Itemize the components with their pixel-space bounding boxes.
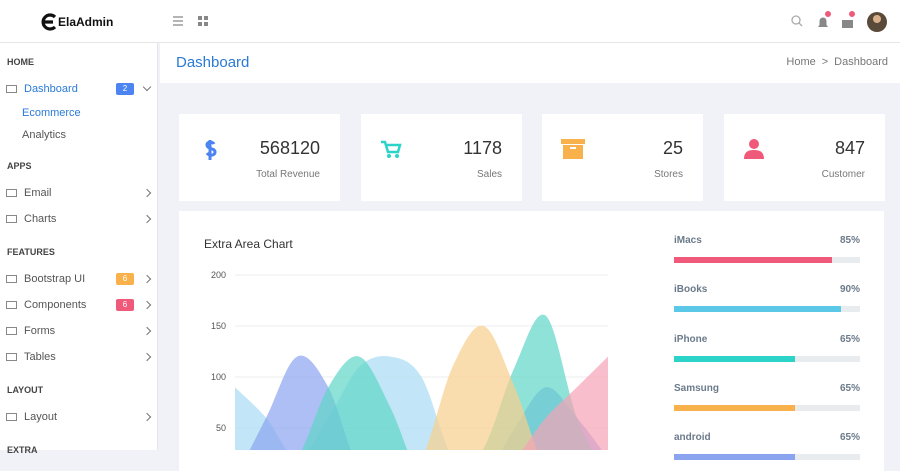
progress-name: Samsung — [674, 382, 720, 394]
progress-track — [674, 257, 860, 263]
nav-item[interactable]: Components 6 — [0, 292, 157, 318]
nav-icon — [6, 353, 17, 361]
progress-bar — [674, 454, 795, 461]
nav-label: Tables — [24, 351, 56, 363]
nav-section: APPS Email Charts — [0, 152, 157, 232]
stat-card: 847 Customer — [724, 114, 885, 201]
area-series — [425, 325, 537, 450]
top-bar: ElaAdmin — [0, 0, 900, 43]
nav-icon — [6, 215, 17, 223]
breadcrumb: Home > Dashboard — [786, 56, 888, 68]
nav-item[interactable]: Tables — [0, 344, 157, 370]
section-title: FEATURES — [7, 247, 55, 257]
chart-title: Extra Area Chart — [204, 237, 293, 251]
stat-label: Total Revenue — [256, 169, 320, 180]
toolbar-icons[interactable] — [172, 15, 216, 27]
nav-label: Charts — [24, 213, 57, 225]
nav-label: Forms — [24, 325, 56, 337]
nav-icon — [6, 301, 17, 309]
stat-value: 25 — [662, 138, 683, 158]
stat-icon — [381, 140, 402, 158]
progress-value: 85% — [839, 235, 860, 246]
badge: 2 — [116, 83, 134, 95]
progress-bar — [674, 355, 795, 362]
stat-card: 25 Stores — [542, 114, 703, 201]
area-chart: 50 100 150 200 — [211, 270, 608, 450]
nav-item[interactable]: Dashboard 2 — [0, 76, 157, 102]
stat-card: 1178 Sales — [361, 114, 522, 201]
progress-track — [674, 404, 860, 411]
header-actions[interactable] — [788, 8, 900, 36]
progress-value: 65% — [839, 382, 860, 394]
nav-label: Email — [24, 187, 52, 199]
stat-icon — [561, 139, 585, 159]
nav-icon — [6, 327, 17, 335]
section-title: HOME — [7, 57, 34, 67]
nav-label: Dashboard — [24, 83, 78, 95]
section-title: LAYOUT — [7, 385, 44, 395]
page-title: Dashboard — [176, 54, 250, 71]
nav-subitem[interactable]: Analytics — [22, 129, 67, 141]
nav-icon — [6, 275, 17, 283]
stat-value: 1178 — [463, 138, 502, 158]
progress-bar — [674, 404, 795, 411]
crumb[interactable]: Home — [786, 56, 816, 68]
nav-item[interactable]: Layout — [0, 404, 157, 430]
logo-icon — [41, 13, 57, 31]
progress-name: iMacs — [674, 235, 702, 246]
nav-subitem[interactable]: Ecommerce — [22, 107, 81, 119]
section-title: APPS — [7, 161, 32, 171]
progress-name: iPhone — [674, 333, 708, 345]
stat-label: Stores — [654, 169, 683, 180]
nav-label: Bootstrap UI — [24, 273, 86, 285]
progress-name: android — [674, 432, 711, 444]
progress-bar — [674, 257, 833, 263]
badge: 6 — [116, 299, 134, 311]
stat-card: 568120 Total Revenue — [179, 114, 340, 201]
crumb: Dashboard — [834, 56, 888, 68]
stat-label: Sales — [476, 169, 502, 180]
area-series — [522, 356, 608, 450]
y-tick-label: 200 — [211, 270, 226, 280]
areas — [235, 314, 608, 450]
stat-value: 568120 — [259, 138, 320, 158]
nav-item[interactable]: Bootstrap UI 6 — [0, 266, 157, 292]
page-header: Dashboard Home > Dashboard — [160, 43, 900, 83]
nav-label: Components — [24, 299, 87, 311]
nav-section: FEATURES Bootstrap UI 6 Components 6 Forms Tab… — [0, 238, 157, 370]
stat-value: 847 — [834, 138, 865, 158]
nav-section: HOME Dashboard 2 Ecommerce Analytics — [0, 48, 157, 146]
progress-value: 65% — [839, 333, 860, 345]
progress-bar — [674, 306, 842, 313]
progress-name: iBooks — [674, 284, 708, 296]
sidebar: HOME Dashboard 2 Ecommerce Analytics APPS Emai… — [0, 43, 158, 455]
progress-value: 90% — [839, 284, 860, 296]
stat-label: Customer — [821, 169, 865, 180]
stat-icon — [205, 140, 217, 160]
nav-item[interactable]: Charts — [0, 206, 157, 232]
nav-item[interactable]: Email — [0, 180, 157, 206]
nav-icon — [6, 413, 17, 421]
progress-track — [674, 355, 860, 362]
nav-icon — [6, 85, 17, 93]
y-tick-label: 100 — [211, 372, 226, 382]
progress-track — [674, 306, 860, 313]
nav-label: Layout — [24, 411, 58, 423]
nav-section: LAYOUT Layout — [0, 376, 157, 430]
progress-value: 65% — [839, 432, 860, 444]
y-tick-label: 50 — [216, 423, 226, 433]
badge: 6 — [116, 273, 134, 285]
y-tick-label: 150 — [211, 321, 226, 331]
brand: ElaAdmin — [58, 15, 114, 29]
nav-icon — [6, 189, 17, 197]
stat-icon — [744, 139, 764, 159]
progress-track — [674, 454, 860, 461]
nav-item[interactable]: Forms — [0, 318, 157, 344]
